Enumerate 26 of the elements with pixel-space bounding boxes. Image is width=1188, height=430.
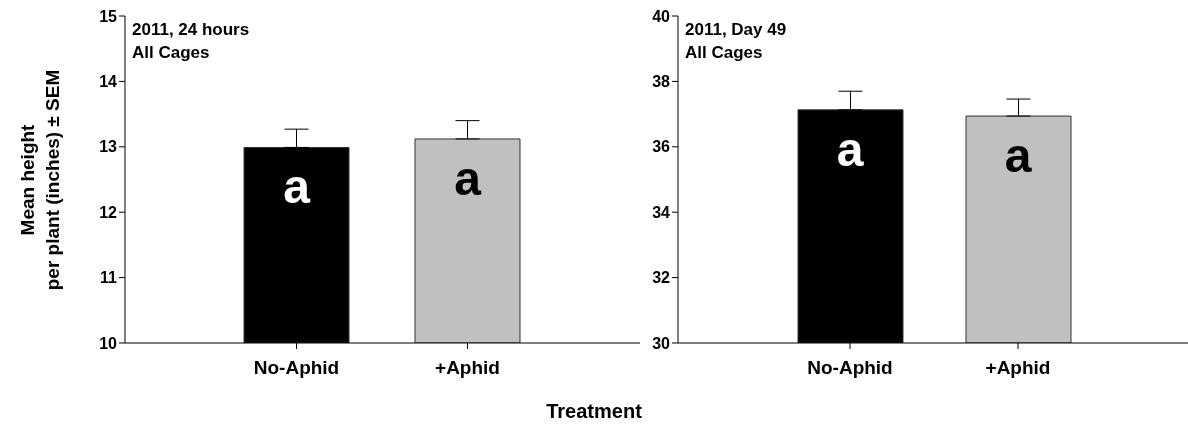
y-tick-label: 15: [99, 7, 118, 25]
annotation: a: [836, 122, 864, 176]
x-tick-label: +Aphid: [985, 357, 1051, 379]
x-tick-label: No-Aphid: [807, 357, 893, 379]
y-tick-label: 13: [99, 138, 118, 156]
y-tick-label: 11: [100, 269, 118, 287]
text: All Cages: [132, 42, 211, 64]
y-tick-label: 12: [99, 203, 118, 221]
y-tick-label: 40: [652, 7, 671, 25]
annotation: a: [1004, 129, 1032, 183]
y-tick-label: 34: [652, 203, 671, 221]
y-tick-label: 36: [652, 138, 671, 156]
chart-title: 2011, Day 49: [685, 19, 787, 41]
y-tick-label: 32: [652, 269, 671, 287]
y-tick-label: 10: [99, 334, 118, 352]
text: All Cages: [685, 42, 764, 64]
annotation: a: [283, 160, 311, 214]
y-tick-label: 38: [652, 73, 671, 91]
x-tick-label: +Aphid: [435, 357, 500, 379]
annotation: a: [454, 151, 482, 205]
y-tick-label: 30: [652, 334, 671, 352]
x-tick-label: No-Aphid: [253, 357, 340, 379]
y-tick-label: 14: [99, 73, 118, 91]
x-axis-title: Treatment: [545, 400, 643, 423]
y-axis-title: Mean height per plant (inches) ± SEM: [16, 68, 64, 293]
chart-title: 2011, 24 hours: [132, 19, 250, 41]
